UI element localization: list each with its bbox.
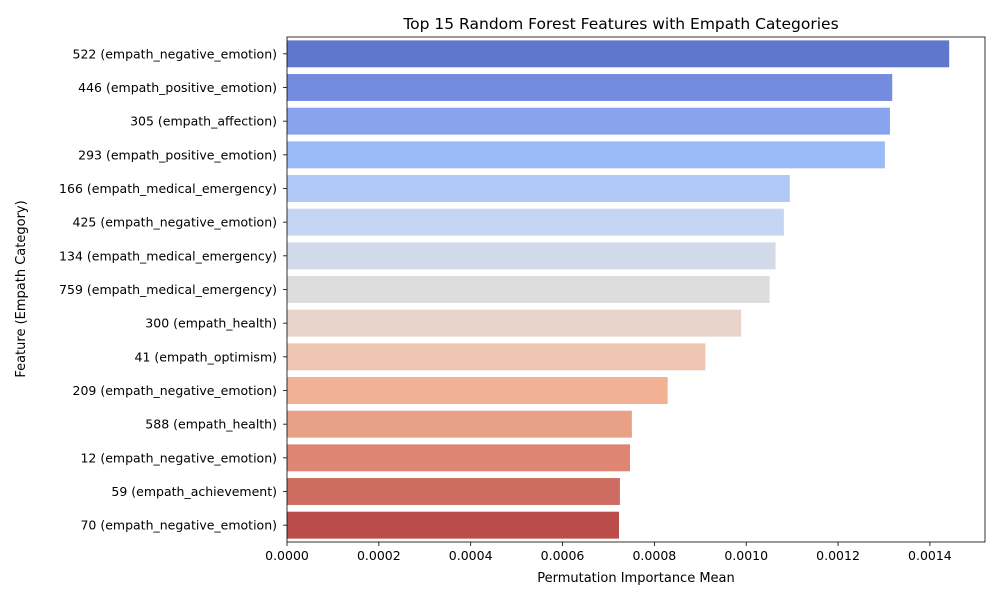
y-tick-label: 522 (empath_negative_emotion) [73,46,278,61]
x-tick-label: 0.0008 [632,548,676,563]
y-tick-label: 588 (empath_health) [145,417,277,432]
bar-14 [287,478,620,505]
y-tick-label: 41 (empath_optimism) [135,349,277,364]
bar-15 [287,511,620,539]
y-tick-label: 759 (empath_medical_emergency) [59,282,277,297]
y-tick-label: 293 (empath_positive_emotion) [78,147,277,162]
x-tick-label: 0.0004 [449,548,493,563]
bar-2 [287,74,893,101]
x-tick-label: 0.0010 [724,548,768,563]
bar-4 [287,141,885,169]
y-tick-label: 300 (empath_health) [145,316,277,331]
bar-7 [287,242,776,270]
y-tick-label: 166 (empath_medical_emergency) [59,181,277,196]
y-tick-label: 446 (empath_positive_emotion) [78,80,277,95]
x-tick-label: 0.0000 [265,548,309,563]
chart-title: Top 15 Random Forest Features with Empat… [402,15,838,33]
axes-frame [286,36,986,543]
y-tick-label: 70 (empath_negative_emotion) [80,518,277,533]
bar-1 [287,40,950,68]
x-tick-label: 0.0014 [908,548,952,563]
bar-8 [287,276,770,303]
bar-9 [287,309,742,337]
bar-5 [287,175,790,202]
bar-6 [287,208,784,236]
plot-frame [286,36,986,543]
x-tick-label: 0.0006 [541,548,585,563]
bars-group [287,40,950,539]
x-tick-label: 0.0002 [357,548,401,563]
y-tick-label: 425 (empath_negative_emotion) [73,215,278,230]
bar-13 [287,444,631,472]
y-tick-label: 12 (empath_negative_emotion) [80,450,277,465]
y-axis-ticks: 522 (empath_negative_emotion) 446 (empath… [59,46,287,533]
bar-11 [287,377,668,404]
y-tick-label: 305 (empath_affection) [130,114,277,129]
y-tick-label: 209 (empath_negative_emotion) [73,383,278,398]
y-axis-title: Feature (Empath Category) [14,200,29,377]
x-axis-ticks: 0.0000 0.0002 0.0004 0.0006 0.0008 0.0010 0.00… [265,542,952,563]
bar-3 [287,107,890,135]
y-tick-label: 134 (empath_medical_emergency) [59,248,277,263]
bar-10 [287,343,706,371]
bar-12 [287,410,632,438]
y-tick-label: 59 (empath_achievement) [111,484,277,499]
x-axis-title: Permutation Importance Mean [537,571,735,586]
x-tick-label: 0.0012 [816,548,860,563]
